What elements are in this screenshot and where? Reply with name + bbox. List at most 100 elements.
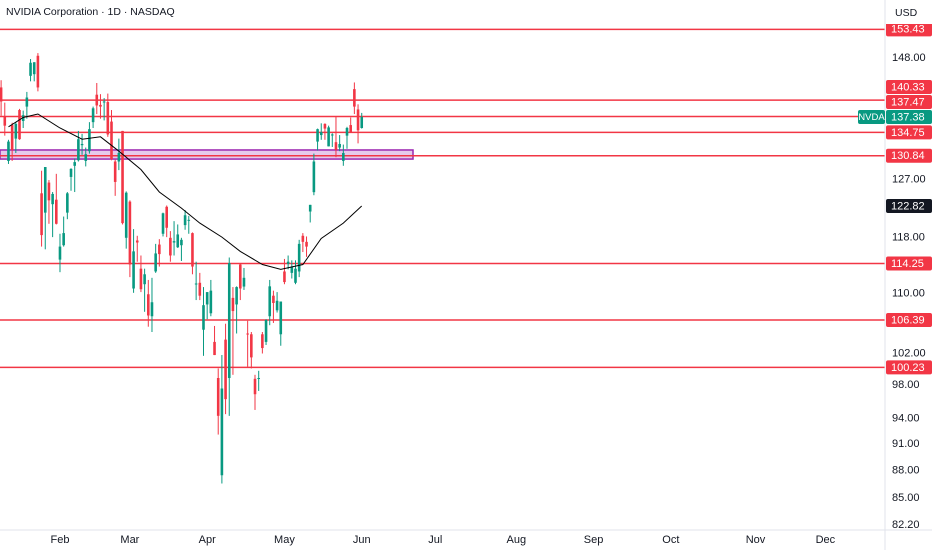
candle-body <box>279 301 283 335</box>
y-tick-label: 127.00 <box>892 173 926 185</box>
price-label: 114.25 <box>891 258 924 270</box>
candle-body <box>154 253 157 272</box>
price-label-bg <box>886 125 932 140</box>
candle-body <box>305 241 308 247</box>
price-label: 137.38 <box>891 111 925 123</box>
candle-body <box>113 161 117 182</box>
candle-body <box>88 129 91 152</box>
candle-body <box>176 234 180 248</box>
candle-body <box>95 94 99 106</box>
candle-body <box>316 129 319 142</box>
price-label: 137.47 <box>891 96 925 108</box>
candle-body <box>202 305 205 330</box>
candle-body <box>47 182 51 201</box>
candle-body <box>180 239 183 246</box>
candle-body <box>353 89 356 107</box>
y-tick-label: 85.00 <box>892 492 920 504</box>
candle-body <box>242 277 246 287</box>
candle-body <box>91 108 95 123</box>
x-tick-label: Oct <box>662 534 679 546</box>
candle-body <box>198 282 202 296</box>
candle-body <box>220 388 224 476</box>
price-label: 100.23 <box>891 362 925 374</box>
price-label: 106.39 <box>891 314 925 326</box>
candle-body <box>80 143 84 146</box>
candle-body <box>235 287 238 305</box>
y-tick-label: 148.00 <box>892 52 926 64</box>
y-tick-label: 98.00 <box>892 379 920 391</box>
x-tick-label: Jul <box>428 534 442 546</box>
price-label-bg <box>886 313 932 328</box>
candle-body <box>169 237 172 256</box>
y-tick-label: 88.00 <box>892 465 920 477</box>
candle-body <box>286 261 290 264</box>
candle-body <box>25 97 29 107</box>
candle-body <box>312 161 316 193</box>
candle-body <box>297 243 301 272</box>
candle-body <box>161 213 165 234</box>
candle-body <box>250 334 253 358</box>
x-tick-label: Mar <box>120 534 139 546</box>
candle-body <box>272 295 275 303</box>
candle-body <box>150 302 154 317</box>
y-tick-label: 118.00 <box>892 232 925 244</box>
candle-body <box>69 168 73 177</box>
candle-body <box>58 246 62 260</box>
candle-body <box>18 110 21 140</box>
candle-body <box>231 297 235 312</box>
candle-body <box>323 123 327 129</box>
price-label-bg <box>886 148 932 163</box>
candle-body <box>99 104 102 107</box>
candle-body <box>183 215 187 226</box>
y-tick-label: 102.00 <box>892 347 926 359</box>
candle-body <box>257 378 260 380</box>
x-tick-label: Dec <box>816 534 836 546</box>
candle-body <box>191 233 194 267</box>
y-tick-label: 91.00 <box>892 438 920 450</box>
candle-body <box>187 219 191 221</box>
symbol-label: NVDA <box>858 112 885 123</box>
price-label-bg <box>886 360 932 375</box>
price-label-bg <box>886 80 932 95</box>
header-bg <box>0 0 260 24</box>
candle-body <box>308 204 312 212</box>
currency: USD <box>895 7 918 19</box>
candle-body <box>77 139 80 161</box>
candle-body <box>84 154 88 161</box>
price-label: 140.33 <box>891 81 925 93</box>
candle-body <box>29 62 32 76</box>
x-tick-label: Aug <box>506 534 526 546</box>
candle-body <box>146 294 150 316</box>
price-label-bg <box>886 256 932 271</box>
candle-body <box>319 132 323 136</box>
price-label: 130.84 <box>891 150 925 162</box>
candle-body <box>334 142 338 150</box>
candle-body <box>143 274 146 285</box>
candle-body <box>66 193 69 213</box>
moving-average <box>8 113 363 270</box>
chart-title: NVIDIA Corporation · 1D · NASDAQ <box>6 6 175 18</box>
x-tick-label: Feb <box>50 534 69 546</box>
candle-body <box>32 62 36 75</box>
candle-body <box>356 109 360 131</box>
candle-body <box>3 116 7 126</box>
x-tick-label: Nov <box>746 534 766 546</box>
currency-bg <box>886 0 932 24</box>
candle-body <box>205 292 209 305</box>
candle-body <box>128 201 132 265</box>
price-zone <box>0 149 414 160</box>
y-tick-label: 110.00 <box>892 287 925 299</box>
candle-body <box>132 251 135 289</box>
candle-body <box>246 333 249 335</box>
candle-body <box>14 123 18 139</box>
candle-body <box>43 167 47 213</box>
x-tick-label: Apr <box>199 534 216 546</box>
candle-body <box>172 241 176 243</box>
candle-body <box>135 240 139 243</box>
candle-body <box>275 300 279 311</box>
candle-body <box>327 127 330 147</box>
candle-body <box>338 143 341 148</box>
candle-body <box>342 152 345 161</box>
candle-body <box>55 199 58 224</box>
